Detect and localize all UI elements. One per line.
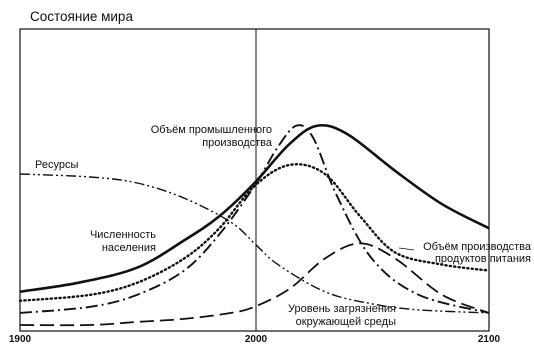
label-pollution-line-1: Уровень загрязнения: [288, 303, 396, 315]
plot-frame: [19, 28, 490, 332]
label-resources: Ресурсы: [35, 159, 78, 171]
label-population-line-1: Численность: [90, 229, 156, 241]
series-line-1: [19, 173, 490, 314]
label-food-line-2: продуктов питания: [435, 253, 531, 265]
x-tick-2000: 2000: [245, 334, 268, 344]
food-leader-line: [398, 247, 415, 251]
label-pollution-line-2: окружающей среды: [296, 316, 396, 328]
series-line-2: [19, 123, 490, 293]
x-tick-2100: 2100: [478, 334, 501, 344]
series-line-5: [19, 242, 490, 327]
label-industry-line-2: производства: [202, 137, 273, 149]
label-population-line-2: населения: [102, 242, 156, 254]
series-layer: [18, 123, 491, 327]
label-industry-line-1: Объём промышленного: [151, 124, 272, 136]
x-tick-1900: 1900: [9, 334, 32, 344]
label-food-line-1: Объём производства: [423, 241, 532, 253]
series-line-4: [18, 163, 491, 302]
series-line-3: [19, 124, 490, 314]
chart-title: Состояние мира: [30, 9, 133, 24]
